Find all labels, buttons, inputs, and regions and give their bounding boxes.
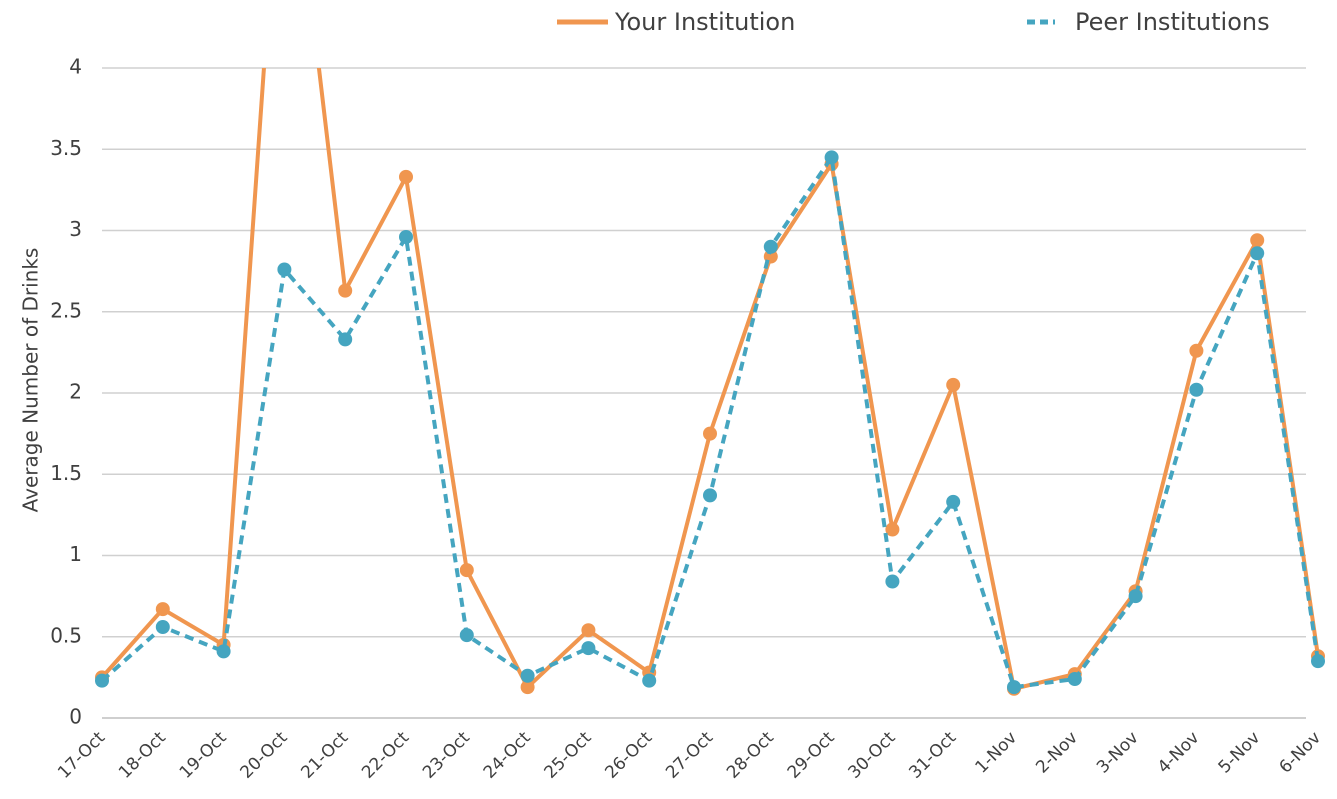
- x-tick-label: 4-Nov: [1154, 728, 1204, 778]
- series-marker: [1189, 343, 1204, 358]
- series-marker: [946, 494, 961, 509]
- series-marker: [946, 377, 961, 392]
- series-marker: [520, 668, 535, 683]
- series-marker: [1128, 589, 1143, 604]
- series-marker: [338, 283, 353, 298]
- series-marker: [216, 644, 231, 659]
- series-marker: [459, 563, 474, 578]
- series-marker: [399, 169, 413, 184]
- series-marker: [763, 239, 778, 254]
- legend-label: Peer Institutions: [1075, 8, 1270, 36]
- y-tick-label: 4: [69, 55, 82, 79]
- x-tick-label: 20-Oct: [237, 728, 292, 783]
- plot-area: [95, 68, 1325, 696]
- x-tick-label: 6-Nov: [1275, 728, 1325, 778]
- series-marker: [703, 488, 717, 503]
- y-tick-label: 1.5: [50, 461, 82, 485]
- x-tick-label: 23-Oct: [419, 728, 474, 783]
- series-marker: [703, 426, 717, 441]
- series-marker: [824, 150, 839, 165]
- x-tick-label: 28-Oct: [723, 728, 778, 783]
- series-marker: [885, 574, 900, 589]
- y-tick-label: 2.5: [50, 298, 82, 322]
- series-marker: [155, 602, 170, 617]
- series-marker: [1250, 233, 1265, 248]
- y-tick-label: 2: [69, 380, 82, 404]
- series-marker: [642, 673, 657, 688]
- series-marker: [1311, 654, 1325, 669]
- x-tick-label: 27-Oct: [662, 728, 717, 783]
- y-axis-label: Average Number of Drinks: [19, 248, 43, 513]
- series-marker: [1250, 246, 1265, 261]
- series-marker: [399, 230, 413, 244]
- series-marker: [1007, 680, 1021, 695]
- x-tick-label: 30-Oct: [845, 728, 900, 783]
- y-tick-label: 1: [69, 542, 82, 566]
- x-tick-label: 29-Oct: [784, 728, 839, 783]
- series-marker: [885, 522, 900, 537]
- x-tick-label: 1-Nov: [971, 728, 1021, 778]
- series-marker: [1067, 672, 1082, 686]
- x-tick-label: 22-Oct: [358, 728, 413, 783]
- x-tick-label: 31-Oct: [905, 728, 960, 783]
- x-tick-label: 26-Oct: [601, 728, 656, 783]
- x-tick-label: 17-Oct: [54, 728, 109, 783]
- x-tick-label: 5-Nov: [1215, 728, 1265, 778]
- series-marker: [155, 620, 170, 634]
- y-tick-label: 3.5: [50, 136, 82, 160]
- series-marker: [95, 673, 109, 688]
- y-tick-label: 0.5: [50, 623, 82, 647]
- y-tick-label: 3: [69, 217, 82, 241]
- series-marker: [277, 262, 292, 277]
- y-tick-label: 0: [69, 705, 82, 729]
- x-tick-label: 24-Oct: [480, 728, 535, 783]
- legend-label: Your Institution: [614, 8, 795, 36]
- x-tick-label: 3-Nov: [1093, 728, 1143, 778]
- x-tick-label: 19-Oct: [176, 728, 231, 783]
- x-tick-label: 21-Oct: [297, 728, 352, 783]
- x-tick-label: 25-Oct: [541, 728, 596, 783]
- series-marker: [338, 332, 353, 347]
- series-marker: [520, 680, 535, 695]
- x-tick-label: 18-Oct: [115, 728, 170, 783]
- x-tick-label: 2-Nov: [1032, 728, 1082, 778]
- series-marker: [581, 641, 596, 656]
- series-marker: [581, 623, 596, 638]
- series-marker: [459, 628, 474, 643]
- series-line: [100, 155, 1320, 690]
- series-marker: [1189, 382, 1204, 397]
